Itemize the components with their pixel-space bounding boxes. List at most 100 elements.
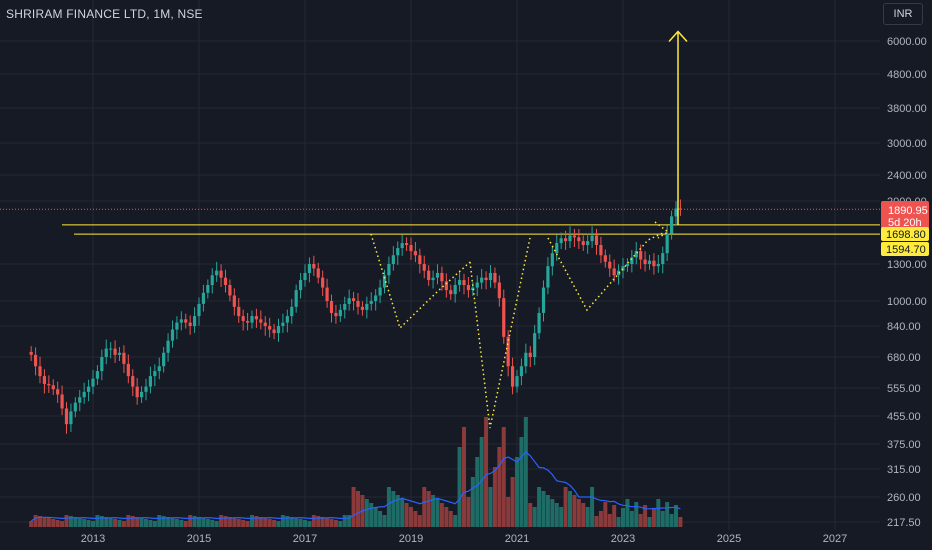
y-tick-label: 260.00 [887,492,921,504]
volume-bar [285,516,290,527]
candle-body [188,322,192,326]
pattern-breakout-marker [654,221,670,239]
candle-body [462,280,466,286]
volume-bar [598,511,603,527]
volume-bar [166,517,171,527]
volume-bar [497,447,502,527]
time-axis[interactable]: 2013 2015 2017 2019 2021 2023 2025 2027 [81,533,847,545]
volume-bar [475,457,480,527]
candle-body [113,348,117,355]
volume-bar [232,518,237,527]
y-tick-label: 555.00 [887,383,921,395]
candle-body [144,386,148,392]
candle-body [541,287,546,313]
candle-body [338,309,342,317]
volume-bar [113,519,118,527]
currency-selector[interactable]: INR [883,3,923,25]
candle-body [38,366,42,377]
volume-bar [444,507,449,527]
target-arrow[interactable] [668,30,688,225]
candle-body [586,241,590,246]
volume-bar [647,517,652,527]
volume-bar [294,518,299,527]
candle-body [51,385,55,390]
volume-bar [333,520,338,527]
volume-bar [457,447,462,527]
candle-body [268,326,272,330]
volume-bar [678,517,683,527]
candle-body [555,243,559,254]
volume-bar [77,518,82,527]
y-tick-label: 4800.00 [887,69,927,81]
volume-bar [188,515,193,527]
volume-bar [660,511,665,527]
candle-body [497,282,501,299]
pattern-annotations [370,221,670,429]
candle-body [47,383,51,386]
candle-body [378,287,382,296]
candle-body [502,298,506,337]
candle-body [621,266,625,271]
y-tick-label: 6000.00 [887,36,927,48]
candle-body [232,295,236,307]
volume-bar [223,516,228,527]
volume-bar [590,487,595,527]
candle-body [612,268,616,276]
volume-bar [541,491,546,527]
candle-body [484,277,488,281]
candle-body [669,216,674,234]
candle-body [678,208,683,210]
volume-bar [126,515,131,527]
volume-bar [572,495,577,527]
volume-bar [435,499,440,527]
x-tick-label: 2013 [81,533,105,545]
volume-bar [95,515,100,527]
volume-bar [241,520,246,527]
volume-bar [665,502,670,527]
volume-bar [46,518,51,527]
volume-bar [594,516,599,527]
candle-body [435,272,440,278]
candle-body [298,280,303,291]
candle-body [466,285,471,291]
candle-body [219,270,223,278]
candle-body [546,266,550,288]
volume-bar [144,519,148,527]
candle-body [449,290,453,295]
candle-body [117,352,122,355]
candle-body [647,260,652,264]
volume-bar [338,521,343,527]
candle-body [480,277,484,283]
price-axis[interactable]: 6000.004800.003800.003000.002400.002000.… [887,36,927,529]
volume-bar [621,508,625,527]
candle-body [577,237,581,242]
candle-body [488,272,493,281]
volume-bar [386,487,391,527]
volume-bar [563,487,568,527]
volume-bar [404,503,409,527]
volume-bar [568,491,572,527]
candle-body [475,282,479,288]
volume-bar [42,517,47,527]
volume-bar [439,503,444,527]
volume-bar [183,521,188,527]
volume-bar [373,507,378,527]
candle-body [82,391,86,398]
volume-bar [214,521,219,527]
volume-bar [554,503,559,527]
volume-bar [523,417,528,527]
candle-body [29,351,33,355]
volume-bar [351,487,356,527]
candle-body [250,316,254,323]
volume-bar [651,508,656,527]
x-tick-label: 2015 [187,533,211,545]
candle-body [325,287,329,301]
volume-bar [117,520,122,527]
candle-body [42,376,47,384]
candle-body [630,257,634,264]
candle-body [290,306,294,317]
candle-body [276,326,281,334]
volume-bar [170,518,175,527]
volume-bar [395,495,400,527]
